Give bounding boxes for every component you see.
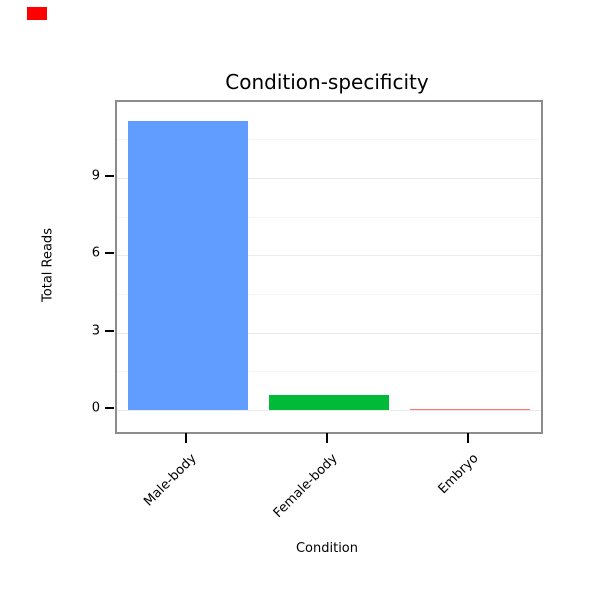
gridline-major xyxy=(117,410,541,412)
x-tick-mark xyxy=(184,433,187,443)
gridline-major xyxy=(117,255,541,257)
gridline-minor xyxy=(117,371,541,373)
y-tick-mark xyxy=(105,329,114,332)
gridline-minor xyxy=(117,139,541,141)
bar-female-body xyxy=(269,394,389,411)
bar-embryo xyxy=(410,408,531,411)
gridline-major xyxy=(117,178,541,180)
y-tick-mark xyxy=(105,407,114,410)
plot-area xyxy=(117,102,541,432)
plot-frame xyxy=(115,100,543,434)
y-tick-label: 3 xyxy=(91,323,100,339)
x-tick-label: Embryo xyxy=(435,451,482,498)
x-tick-mark xyxy=(326,433,328,443)
x-tick-label: Female-body xyxy=(270,451,341,521)
y-tick-mark xyxy=(105,252,114,255)
gridline-major xyxy=(117,332,541,334)
gridline-minor xyxy=(117,294,541,296)
x-axis-title: Condition xyxy=(295,541,359,556)
chart-title: Condition-specificity xyxy=(225,70,429,94)
y-tick-label: 9 xyxy=(91,168,100,184)
bar-male-body xyxy=(127,121,248,411)
x-tick-mark xyxy=(467,433,470,443)
y-tick-label: 0 xyxy=(91,400,100,416)
y-tick-mark xyxy=(105,175,114,178)
y-tick-label: 6 xyxy=(91,245,100,261)
y-axis-title: Total Reads xyxy=(40,228,56,302)
gridline-minor xyxy=(117,216,541,218)
x-tick-label: Male-body xyxy=(140,451,200,510)
red-marker xyxy=(27,7,47,20)
